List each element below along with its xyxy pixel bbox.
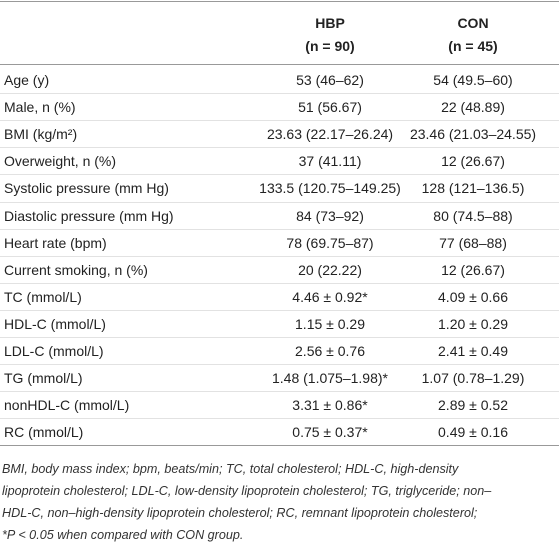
cell: 1.15 ± 0.29 xyxy=(295,315,365,332)
table-top-rule xyxy=(0,1,559,2)
row-rule xyxy=(0,174,559,176)
cell: 77 (68–88) xyxy=(439,234,507,251)
cell: 1.48 (1.075–1.98)* xyxy=(272,370,388,387)
cell: 22 (48.89) xyxy=(441,99,505,116)
footnote-line: lipoprotein cholesterol; LDL-C, low-dens… xyxy=(2,484,492,499)
cell: 37 (41.11) xyxy=(298,153,362,170)
row-rule xyxy=(0,309,559,311)
row-label: RC (mmol/L) xyxy=(4,424,84,441)
row-label: Heart rate (bpm) xyxy=(4,234,107,251)
row-label: TG (mmol/L) xyxy=(4,370,83,387)
row-label: nonHDL-C (mmol/L) xyxy=(4,397,130,414)
cell: 0.75 ± 0.37* xyxy=(292,424,368,441)
cell: 12 (26.67) xyxy=(441,153,505,170)
row-rule xyxy=(0,93,559,95)
row-label: HDL-C (mmol/L) xyxy=(4,315,106,332)
row-rule xyxy=(0,391,559,393)
row-rule xyxy=(0,255,559,257)
column-n: (n = 90) xyxy=(305,38,355,54)
cell: 4.09 ± 0.66 xyxy=(438,288,508,305)
header-rule xyxy=(0,64,559,65)
row-label: Male, n (%) xyxy=(4,99,76,116)
row-label: Systolic pressure (mm Hg) xyxy=(4,180,169,197)
column-header: HBP xyxy=(315,15,345,31)
row-label: Overweight, n (%) xyxy=(4,153,117,170)
cell: 2.56 ± 0.76 xyxy=(295,343,365,359)
cell: 2.89 ± 0.52 xyxy=(438,397,508,414)
footnote-line: *P < 0.05 when compared with CON group. xyxy=(2,528,244,543)
row-label: LDL-C (mmol/L) xyxy=(4,343,104,359)
column-header: CON xyxy=(457,15,489,31)
row-label: Current smoking, n (%) xyxy=(4,261,148,278)
cell: 78 (69.75–87) xyxy=(286,234,374,251)
row-rule xyxy=(0,282,559,284)
row-rule xyxy=(0,418,559,420)
row-label: TC (mmol/L) xyxy=(4,288,82,305)
row-label: BMI (kg/m²) xyxy=(4,126,78,143)
cell: 23.63 (22.17–26.24) xyxy=(266,126,394,143)
row-label: Diastolic pressure (mm Hg) xyxy=(4,207,174,224)
table-bottom-rule xyxy=(0,445,559,447)
footnote-line: BMI, body mass index; bpm, beats/min; TC… xyxy=(2,462,459,477)
cell: 23.46 (21.03–24.55) xyxy=(409,126,537,143)
row-rule xyxy=(0,120,559,122)
row-rule xyxy=(0,201,559,203)
cell: 54 (49.5–60) xyxy=(433,72,513,88)
row-rule xyxy=(0,337,559,338)
cell: 80 (74.5–88) xyxy=(433,207,513,224)
column-n: (n = 45) xyxy=(448,38,498,54)
cell: 4.46 ± 0.92* xyxy=(292,288,368,305)
cell: 12 (26.67) xyxy=(441,261,505,278)
cell: 53 (46–62) xyxy=(296,72,364,88)
cell: 1.07 (0.78–1.29) xyxy=(421,370,525,387)
row-rule xyxy=(0,147,559,149)
row-rule xyxy=(0,364,559,366)
cell: 2.41 ± 0.49 xyxy=(438,343,508,359)
cell: 133.5 (120.75–149.25) xyxy=(259,180,401,197)
cell: 128 (121–136.5) xyxy=(421,180,525,197)
cell: 0.49 ± 0.16 xyxy=(438,424,508,441)
cell: 3.31 ± 0.86* xyxy=(292,397,368,414)
row-rule xyxy=(0,228,559,230)
row-label: Age (y) xyxy=(4,72,50,88)
footnote-line: HDL-C, non–high-density lipoprotein chol… xyxy=(2,506,478,521)
cell: 20 (22.22) xyxy=(298,261,362,278)
cell: 1.20 ± 0.29 xyxy=(438,315,508,332)
cell: 51 (56.67) xyxy=(298,99,362,116)
cell: 84 (73–92) xyxy=(296,207,364,224)
